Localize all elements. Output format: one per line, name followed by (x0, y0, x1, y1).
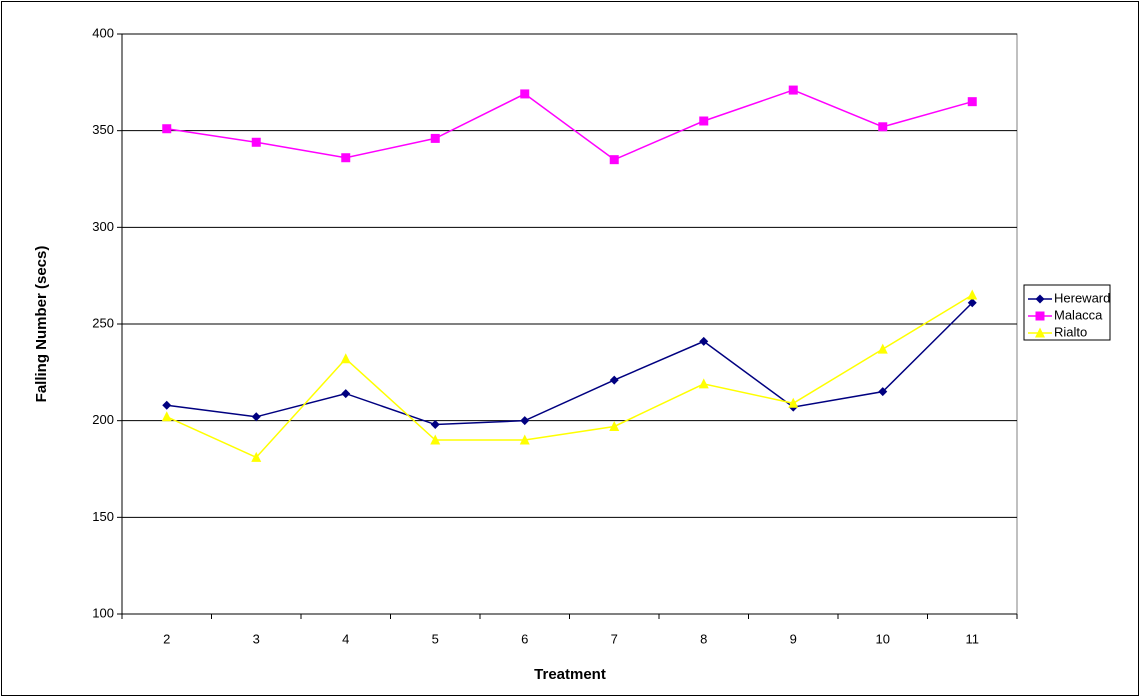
marker (161, 411, 172, 422)
x-tick-label: 8 (700, 631, 707, 646)
marker (340, 353, 351, 364)
legend-label: Rialto (1054, 324, 1087, 339)
marker (341, 153, 351, 163)
series-line (166, 294, 973, 459)
marker (878, 122, 888, 132)
marker (877, 343, 888, 354)
marker (162, 400, 172, 410)
y-tick-label: 200 (92, 412, 114, 427)
series-line (166, 89, 973, 161)
x-tick-label: 10 (876, 631, 890, 646)
x-tick-label: 9 (790, 631, 797, 646)
y-tick-label: 250 (92, 315, 114, 330)
y-tick-label: 300 (92, 219, 114, 234)
marker (251, 451, 262, 462)
marker (520, 416, 530, 426)
series-line (166, 302, 973, 426)
legend-marker (1035, 311, 1045, 321)
y-tick-label: 400 (92, 25, 114, 40)
marker (519, 434, 530, 445)
y-tick-label: 350 (92, 122, 114, 137)
marker (341, 389, 351, 399)
marker (430, 133, 440, 143)
marker (967, 97, 977, 107)
x-axis-title: Treatment (534, 666, 606, 683)
legend-label: Hereward (1054, 290, 1110, 305)
y-tick-label: 100 (92, 605, 114, 620)
marker (520, 89, 530, 99)
x-tick-label: 3 (253, 631, 260, 646)
legend-label: Malacca (1054, 307, 1103, 322)
legend-marker (1035, 294, 1045, 304)
marker (609, 155, 619, 165)
marker (788, 397, 799, 408)
x-tick-label: 7 (611, 631, 618, 646)
marker (251, 412, 261, 422)
x-tick-label: 5 (432, 631, 439, 646)
marker (699, 336, 709, 346)
marker (609, 375, 619, 385)
x-tick-label: 6 (521, 631, 528, 646)
marker (162, 124, 172, 134)
legend: Hereward Malacca Rialto (1023, 284, 1111, 341)
marker (430, 420, 440, 430)
marker (609, 420, 620, 431)
marker (878, 387, 888, 397)
y-axis-title: Falling Number (secs) (33, 246, 50, 403)
y-tick-label: 150 (92, 509, 114, 524)
marker (699, 116, 709, 126)
marker (788, 85, 798, 95)
marker (698, 378, 709, 389)
x-tick-label: 11 (966, 631, 980, 646)
x-tick-label: 4 (342, 631, 349, 646)
marker (251, 137, 261, 147)
legend-marker (1035, 327, 1045, 338)
marker (967, 298, 977, 308)
marker (967, 289, 978, 300)
x-tick-label: 2 (163, 631, 170, 646)
marker (430, 434, 441, 445)
